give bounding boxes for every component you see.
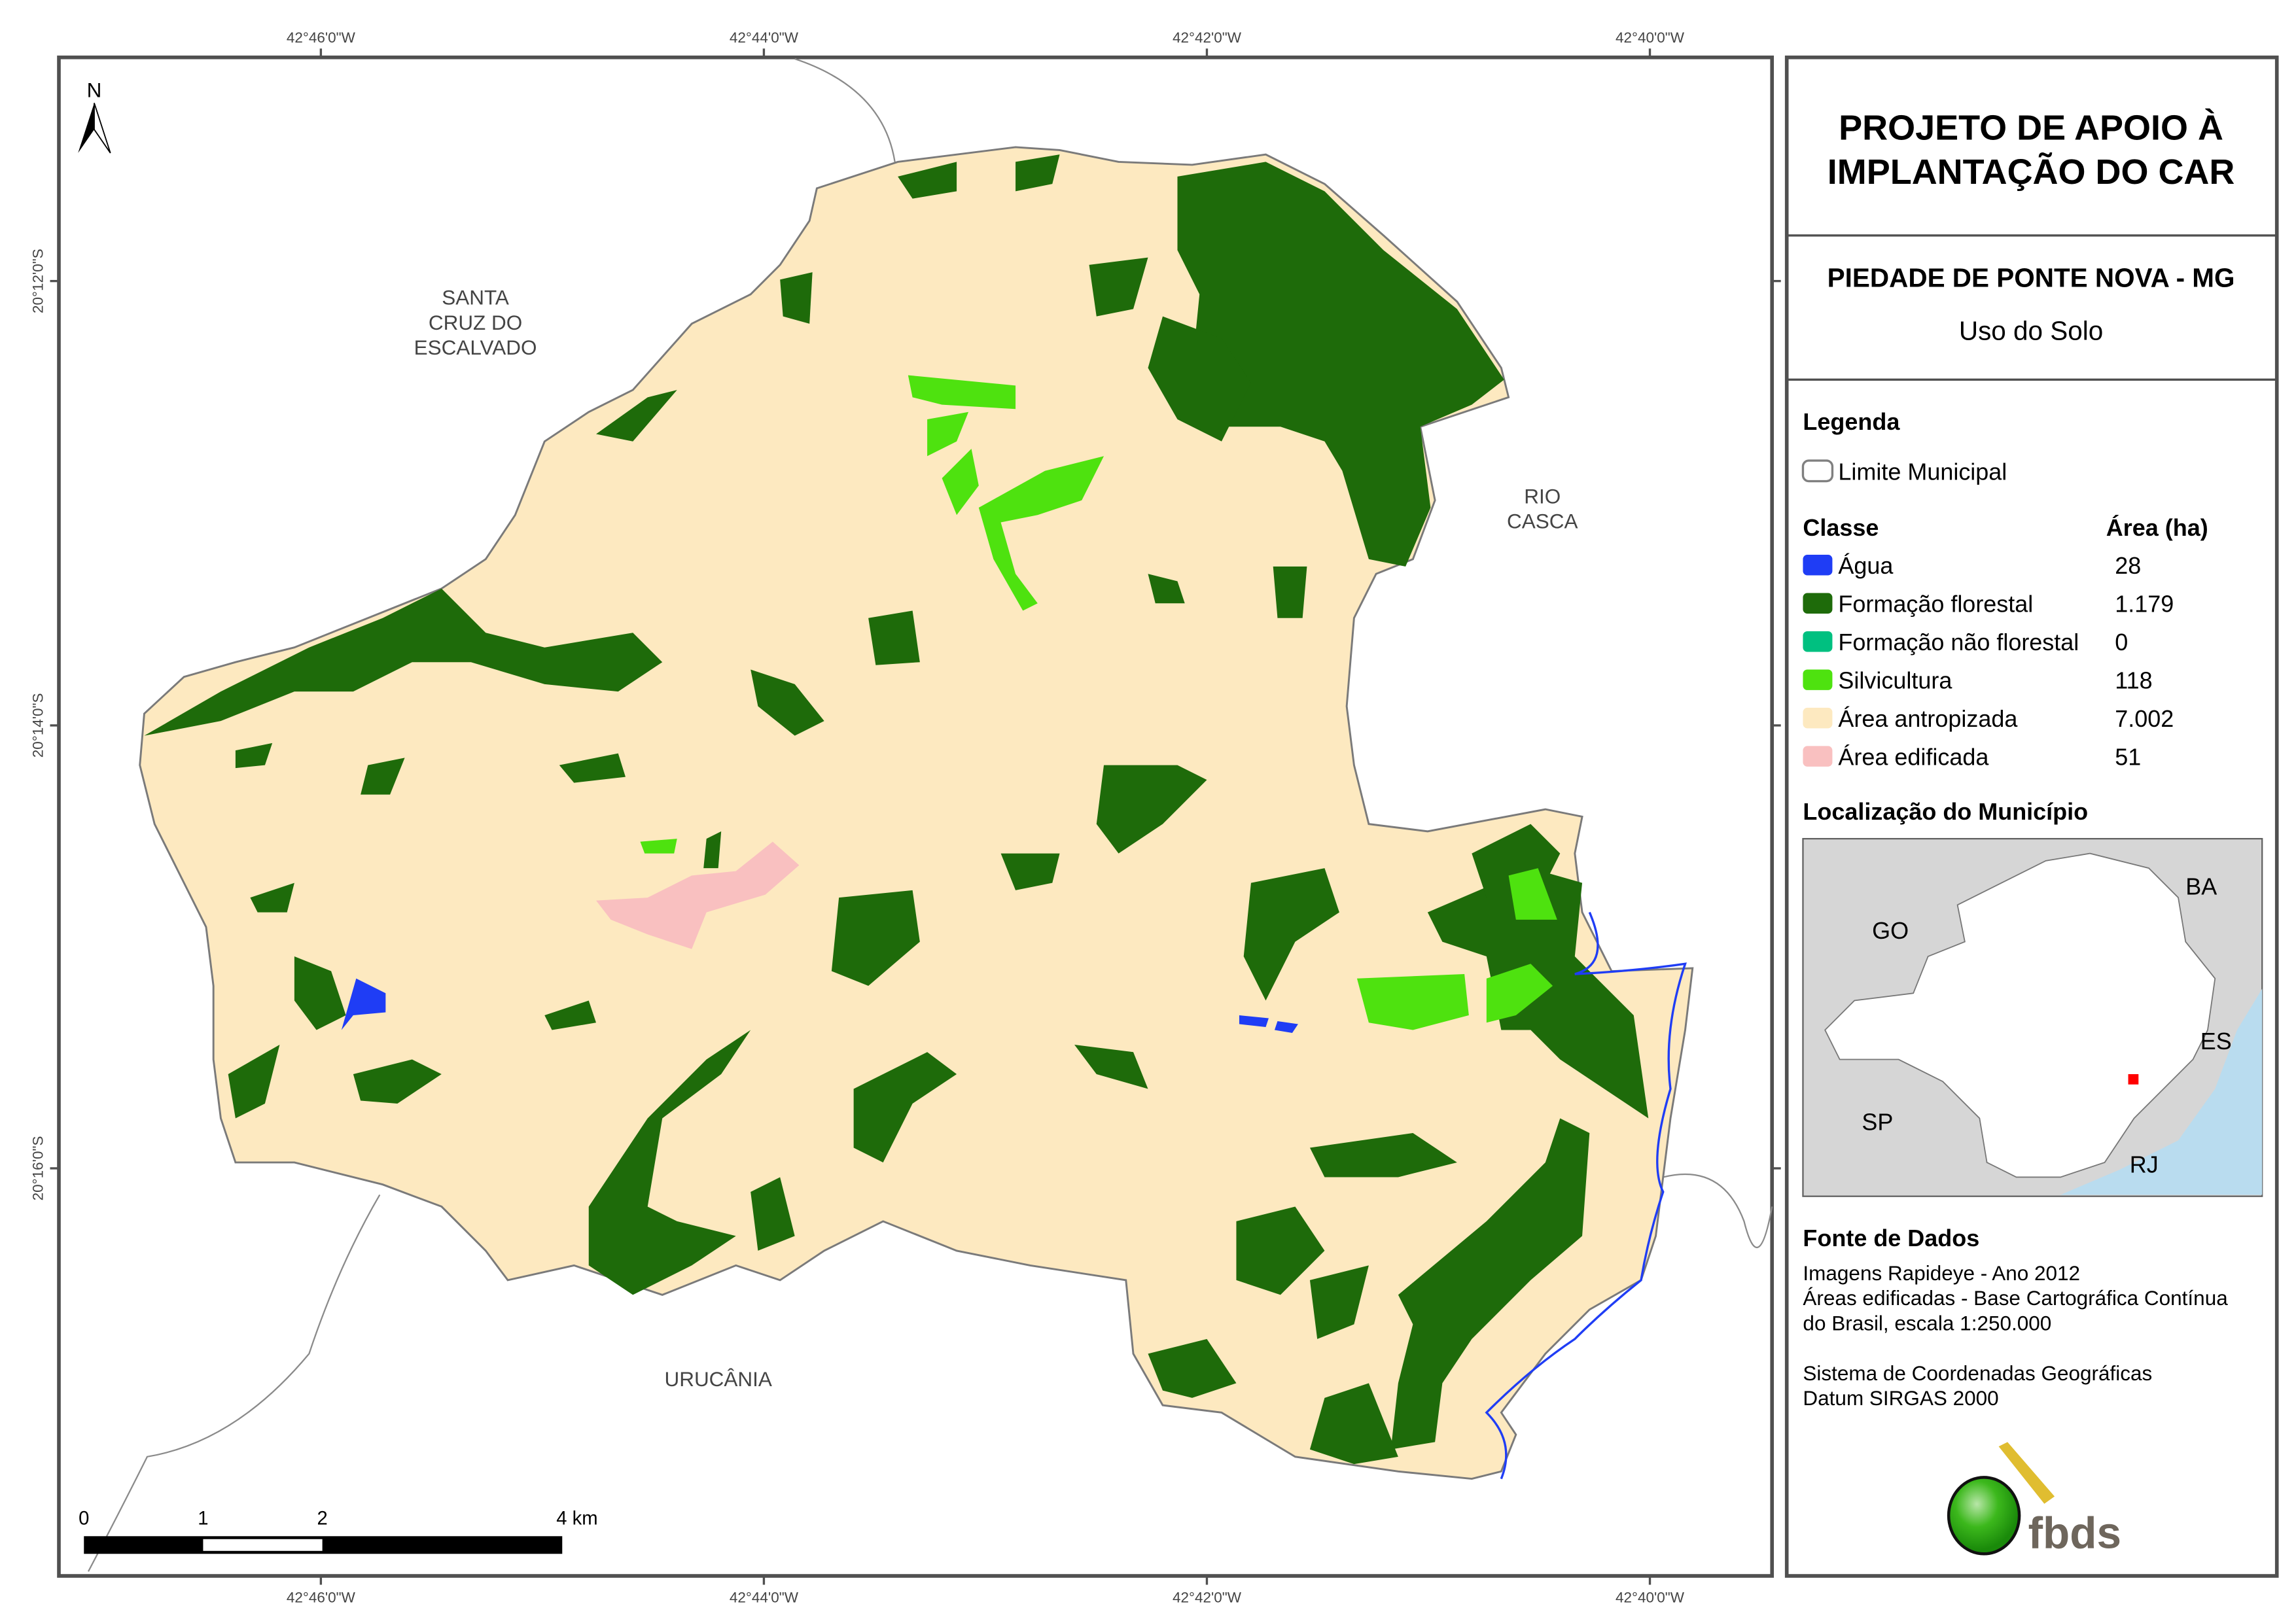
svg-text:fbds: fbds (2028, 1509, 2121, 1558)
municipality-marker (2128, 1074, 2139, 1085)
location-heading: Localização do Município (1803, 798, 2088, 825)
lon-label-bottom: 42°40'0"W (1616, 1590, 1685, 1606)
legend-heading: Legenda (1803, 408, 1900, 435)
source-line: do Brasil, escala 1:250.000 (1803, 1311, 2051, 1335)
north-arrow-icon: N (78, 78, 111, 154)
legend-item: Área antropizada 7.002 (1803, 705, 2174, 732)
project-title: IMPLANTAÇÃO DO CAR (1828, 152, 2235, 192)
legend-label: Água (1838, 552, 1893, 579)
legend-swatch (1803, 554, 1833, 576)
neighbor-rio-casca: CASCA (1507, 510, 1578, 533)
legend-area: 1.179 (2115, 591, 2174, 618)
ocean (2060, 988, 2263, 1195)
state-label: SP (1862, 1108, 1893, 1135)
legend-area: 118 (2115, 667, 2152, 694)
legend-label: Formação florestal (1838, 591, 2033, 618)
legend-item: Formação não florestal 0 (1803, 629, 2128, 655)
legend-item: Formação florestal 1.179 (1803, 591, 2174, 618)
lon-label-bottom: 42°42'0"W (1173, 1590, 1242, 1606)
neighbor-urucania: URUCÂNIA (664, 1367, 771, 1391)
legend-item: Área edificada 51 (1803, 744, 2141, 771)
neighbor-santa-cruz: SANTA (442, 286, 509, 309)
lon-label-top: 42°42'0"W (1173, 29, 1242, 46)
legend-label: Silvicultura (1838, 667, 1952, 694)
legend-area: 28 (2115, 552, 2141, 579)
fbds-logo: fbds (1947, 1442, 2121, 1558)
built-area (596, 841, 800, 949)
state-label: GO (1872, 917, 1909, 944)
lon-label-top: 42°46'0"W (287, 29, 356, 46)
legend-item: Água 28 (1803, 552, 2141, 579)
state-label: BA (2185, 873, 2217, 900)
silviculture-patches (640, 375, 1557, 1030)
lat-label: 20°16'0"S (29, 1136, 46, 1201)
legend-area: 7.002 (2115, 705, 2174, 732)
legend-swatch (1803, 669, 1833, 690)
source-line: Áreas edificadas - Base Cartográfica Con… (1803, 1286, 2228, 1310)
lat-label: 20°14'0"S (29, 693, 46, 758)
state-label: ES (2200, 1028, 2232, 1055)
lon-label-bottom: 42°46'0"W (287, 1590, 356, 1606)
sources-heading: Fonte de Dados (1803, 1225, 1979, 1251)
legend-swatch (1803, 593, 1833, 614)
state-label: RJ (2130, 1151, 2159, 1178)
neighbor-santa-cruz: CRUZ DO (429, 311, 522, 334)
water-bodies (341, 911, 1687, 1480)
boundary-swatch (1801, 459, 1834, 483)
lon-label-top: 42°44'0"W (730, 29, 799, 46)
legend-swatch (1803, 746, 1833, 767)
scale-label: 2 (317, 1508, 327, 1529)
scale-bar: 0 1 2 4 km (79, 1508, 598, 1554)
location-inset-map: GO BA ES SP RJ (1802, 837, 2263, 1197)
source-line: Sistema de Coordenadas Geográficas (1803, 1361, 2152, 1385)
lon-label-bottom: 42°44'0"W (730, 1590, 799, 1606)
source-line: Imagens Rapideye - Ano 2012 (1803, 1261, 2080, 1285)
scale-label: 0 (79, 1508, 89, 1529)
scale-label: 1 (198, 1508, 208, 1529)
lon-label-top: 42°40'0"W (1616, 29, 1685, 46)
map-subtitle: Uso do Solo (1959, 316, 2103, 346)
legend-classes: Água 28 Formação florestal 1.179 Formação nã… (1803, 552, 2174, 771)
neighbor-boundaries (87, 58, 1773, 1572)
class-header: Classe (1803, 514, 1879, 541)
north-label: N (87, 78, 102, 101)
side-panel: PROJETO DE APOIO À IMPLANTAÇÃO DO CAR PI… (1784, 55, 2279, 1578)
municipality-title: PIEDADE DE PONTE NOVA - MG (1828, 263, 2235, 293)
legend-label: Área antropizada (1838, 705, 2017, 732)
project-title: PROJETO DE APOIO À (1839, 109, 2223, 148)
legend-label: Área edificada (1838, 744, 1988, 771)
legend-swatch (1803, 707, 1833, 729)
legend-label: Formação não florestal (1838, 629, 2079, 655)
scale-label: 4 km (556, 1508, 597, 1529)
legend-area: 51 (2115, 744, 2141, 771)
neighbor-santa-cruz: ESCALVADO (414, 336, 537, 359)
area-header: Área (ha) (2106, 514, 2208, 541)
legend-swatch (1803, 631, 1833, 652)
neighbor-labels: SANTA CRUZ DO ESCALVADO RIO CASCA URUCÂN… (414, 286, 1578, 1391)
source-line: Datum SIRGAS 2000 (1803, 1386, 1998, 1410)
legend-item: Silvicultura 118 (1803, 667, 2153, 694)
minas-gerais-outline (1824, 852, 2216, 1178)
legend-area: 0 (2115, 629, 2128, 655)
municipality-area (139, 146, 1694, 1480)
neighbor-rio-casca: RIO (1524, 484, 1561, 508)
boundary-label: Limite Municipal (1838, 458, 2007, 485)
lat-label: 20°12'0"S (29, 249, 46, 313)
